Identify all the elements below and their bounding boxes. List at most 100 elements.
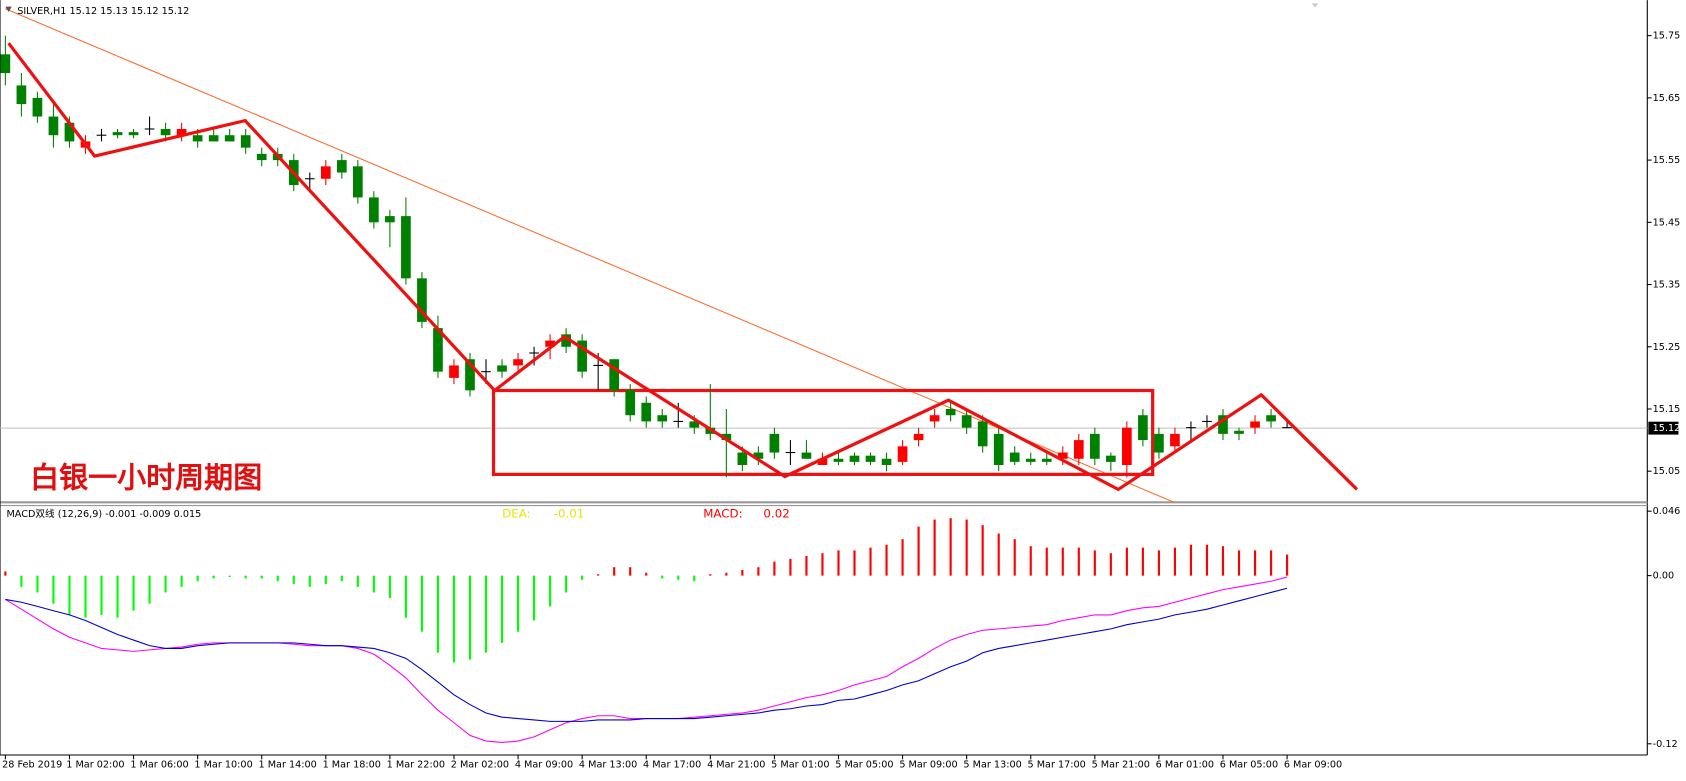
x-tick-label: 6 Mar 09:00 [1284, 760, 1342, 771]
histogram-bar [1221, 546, 1225, 576]
histogram-bar [1253, 550, 1257, 576]
candle-body [945, 408, 956, 416]
candle-body [545, 340, 555, 347]
candle-body [1106, 455, 1116, 462]
y-tick-label: 15.55 [1653, 155, 1681, 166]
histogram-bar [597, 574, 600, 576]
candle-body [1025, 458, 1036, 462]
candle-body [1057, 452, 1068, 459]
histogram-bar [164, 575, 167, 593]
histogram-bar [180, 575, 183, 587]
candle-body [16, 85, 27, 105]
candle-body [961, 415, 972, 428]
candle-body [112, 132, 123, 136]
histogram-bar [885, 544, 888, 576]
legend-label: MACD: [703, 507, 742, 521]
histogram-bar [693, 575, 696, 582]
histogram-bar [1061, 547, 1064, 576]
histogram-bar [372, 575, 375, 593]
histogram-bar [933, 519, 936, 576]
x-tick-label: 28 Feb 2019 [2, 760, 62, 771]
histogram-bar [260, 575, 263, 579]
histogram-bar [68, 575, 71, 615]
histogram-bar [1045, 547, 1048, 576]
candle-body [577, 340, 587, 372]
annotation: 白银一小时周期图 [30, 461, 262, 495]
histogram-bar [436, 575, 440, 653]
candle-body [977, 421, 988, 447]
price-tag [1648, 421, 1679, 435]
candle-body [1041, 458, 1052, 462]
x-tick-label: 5 Mar 13:00 [963, 760, 1021, 771]
candle-body [240, 135, 251, 148]
x-tick-label: 5 Mar 17:00 [1028, 760, 1086, 771]
x-tick-label: 4 Mar 21:00 [707, 760, 765, 771]
candle-body [336, 160, 347, 173]
histogram-bar [773, 561, 776, 576]
histogram-bar [1109, 553, 1112, 576]
histogram-bar [292, 575, 295, 585]
y-tick-label: 15.65 [1653, 93, 1681, 104]
candle-body [320, 166, 331, 179]
histogram-bar [789, 558, 792, 576]
histogram-bar [36, 575, 39, 593]
histogram-bar [20, 575, 23, 587]
x-tick-label: 6 Mar 05:00 [1220, 760, 1278, 771]
histogram-bar [805, 556, 808, 576]
histogram-bar [468, 575, 472, 660]
legend-value: 0.02 [763, 507, 789, 521]
y-tick-label: 15.75 [1653, 31, 1681, 42]
trend-line [5, 8, 1175, 503]
histogram-bar [629, 567, 632, 576]
symbol-icon [5, 6, 12, 13]
candle-body [1073, 440, 1084, 459]
histogram-bar [116, 575, 119, 618]
candle-body [32, 97, 43, 117]
candle-body [208, 135, 219, 142]
histogram-bar [276, 575, 279, 582]
candle-body [865, 455, 876, 462]
price-tag-label: 15.12 [1653, 423, 1681, 434]
x-tick-label: 1 Mar 14:00 [258, 760, 316, 771]
candle-body [753, 452, 764, 459]
candle-body [224, 135, 235, 142]
histogram-bar [500, 575, 504, 643]
histogram-bar [1125, 547, 1128, 576]
macd-header: MACD双线 (12,26,9) -0.001 -0.009 0.015 [6, 508, 201, 520]
histogram-bar [869, 547, 872, 576]
histogram-bar [741, 570, 744, 576]
zigzag [7, 42, 1359, 492]
histogram-bar [228, 575, 231, 578]
histogram-bar [677, 575, 680, 580]
candle-body [561, 334, 571, 347]
candle-body [417, 278, 427, 322]
histogram-bar [757, 567, 760, 576]
scroll-marker [1311, 3, 1319, 8]
candle-body [1250, 421, 1260, 428]
histogram-bar [1205, 544, 1209, 576]
x-tick-label: 5 Mar 21:00 [1092, 760, 1150, 771]
x-tick-label: 5 Mar 09:00 [899, 760, 957, 771]
candle-body [1266, 415, 1276, 422]
x-tick-label: 1 Mar 10:00 [194, 760, 252, 771]
histogram-bar [484, 575, 488, 653]
x-tick-label: 1 Mar 22:00 [387, 760, 445, 771]
histogram-bar [613, 567, 616, 576]
histogram-bar [404, 575, 407, 618]
candle-body [625, 390, 636, 416]
candle-body [689, 421, 700, 428]
x-tick-label: 6 Mar 01:00 [1156, 760, 1214, 771]
histogram-bar [565, 575, 568, 593]
candle-body [1170, 433, 1180, 447]
candle-body [1138, 415, 1148, 441]
histogram-bar [1173, 547, 1177, 576]
candle-body [881, 458, 892, 465]
candle-body [849, 455, 860, 462]
candle-body [1154, 433, 1164, 453]
candle-body [64, 122, 75, 142]
histogram-bar [212, 575, 215, 579]
candle-body [641, 402, 652, 422]
x-tick-label: 1 Mar 18:00 [323, 760, 381, 771]
candle-body [128, 132, 139, 136]
